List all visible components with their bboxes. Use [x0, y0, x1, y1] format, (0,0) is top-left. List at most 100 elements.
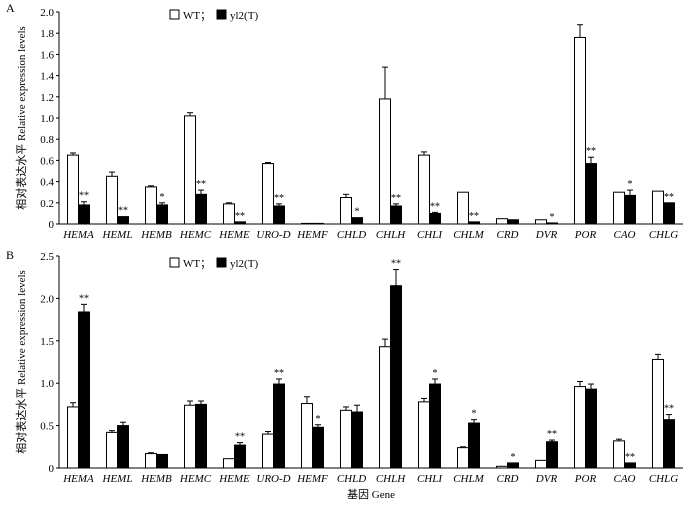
category-label: HEMF: [296, 229, 328, 241]
category-label: CHLH: [376, 229, 406, 241]
mutant-bar: [429, 383, 441, 469]
category-label: CHLI: [417, 229, 443, 241]
significance-mark: *: [472, 409, 477, 420]
legend-mutant-label: yl2(T): [230, 10, 258, 22]
wt-bar: [652, 358, 664, 469]
wt-bar: [184, 404, 196, 469]
wt-bar: [340, 409, 352, 469]
significance-mark: **: [547, 429, 557, 440]
wt-bar: [301, 403, 313, 469]
significance-mark: **: [430, 201, 440, 212]
significance-mark: *: [628, 179, 633, 190]
y-tick-label: 0.8: [40, 134, 54, 146]
significance-mark: *: [316, 414, 321, 425]
category-label: CRD: [497, 473, 519, 485]
mutant-bar: [429, 212, 441, 225]
y-tick-label: 1.0: [40, 113, 54, 125]
wt-bar: [496, 465, 508, 469]
significance-mark: **: [235, 432, 245, 443]
mutant-bar: [585, 388, 597, 469]
category-label: DVR: [535, 229, 558, 241]
mutant-bar: [156, 453, 168, 469]
category-label: CHLH: [376, 473, 406, 485]
category-label: HEMB: [140, 473, 172, 485]
legend-mutant-label: yl2(T): [230, 258, 258, 270]
mutant-bar: [390, 205, 402, 225]
category-label: URO-D: [256, 473, 290, 485]
significance-mark: **: [625, 452, 635, 463]
y-axis-title: 相对表达水平 Relative expression levels: [14, 26, 28, 210]
category-label: CAO: [614, 229, 636, 241]
significance-mark: **: [235, 211, 245, 222]
legend-mutant-swatch: [216, 9, 227, 20]
y-tick-label: 0.2: [40, 198, 54, 210]
category-label: CHLM: [453, 473, 484, 485]
wt-bar: [457, 447, 469, 469]
legend-mutant-swatch: [216, 257, 227, 268]
panel-letter: B: [6, 248, 14, 262]
wt-bar: [613, 191, 625, 225]
significance-mark: *: [511, 452, 516, 463]
legend-wt-label: WT；: [183, 258, 211, 270]
category-label: HEML: [102, 473, 133, 485]
category-label: CHLG: [649, 473, 678, 485]
y-tick-label: 0: [49, 463, 55, 475]
mutant-bar: [312, 426, 324, 469]
mutant-bar: [273, 383, 285, 469]
wt-bar: [184, 115, 196, 225]
category-label: HEMA: [62, 473, 94, 485]
wt-bar: [535, 459, 547, 469]
mutant-bar: [273, 205, 285, 225]
wt-bar: [418, 401, 430, 469]
significance-mark: *: [355, 207, 360, 218]
wt-bar: [379, 346, 391, 469]
mutant-bar: [78, 204, 90, 225]
wt-bar: [145, 453, 157, 469]
mutant-bar: [234, 221, 246, 225]
mutant-bar: [507, 219, 519, 225]
wt-bar: [67, 154, 79, 225]
mutant-bar: [468, 221, 480, 225]
wt-bar: [301, 222, 313, 225]
category-label: HEME: [218, 473, 250, 485]
wt-bar: [496, 218, 508, 225]
significance-mark: **: [79, 293, 89, 304]
wt-bar: [574, 36, 586, 225]
category-label: CAO: [614, 473, 636, 485]
significance-mark: **: [274, 193, 284, 204]
category-label: HEMC: [179, 473, 212, 485]
category-label: HEMF: [296, 473, 328, 485]
legend-wt-label: WT；: [183, 10, 211, 22]
significance-mark: *: [550, 212, 555, 223]
mutant-bar: [117, 425, 129, 469]
legend: WT； yl2(T): [169, 257, 258, 270]
significance-mark: *: [160, 192, 165, 203]
wt-bar: [223, 458, 235, 469]
category-label: CHLD: [337, 229, 366, 241]
category-label: CRD: [497, 229, 519, 241]
mutant-bar: [195, 193, 207, 225]
wt-bar: [652, 190, 664, 225]
wt-bar: [340, 197, 352, 225]
y-tick-label: 0.6: [40, 155, 54, 167]
significance-mark: *: [433, 368, 438, 379]
wt-bar: [67, 406, 79, 469]
wt-bar: [145, 186, 157, 225]
significance-mark: **: [274, 368, 284, 379]
y-tick-label: 1.5: [40, 336, 54, 348]
legend: WT； yl2(T): [169, 9, 258, 22]
wt-bar: [379, 98, 391, 225]
y-tick-label: 2.5: [40, 251, 54, 263]
mutant-bar: [663, 419, 675, 469]
y-tick-label: 1.2: [40, 92, 54, 104]
y-tick-label: 2.0: [40, 293, 54, 305]
y-tick-label: 1.6: [40, 49, 54, 61]
legend-wt-swatch: [169, 9, 180, 20]
category-label: HEMB: [140, 229, 172, 241]
y-axis-title: 相对表达水平 Relative expression levels: [14, 270, 28, 454]
panel-letter: A: [6, 1, 15, 15]
category-label: HEML: [102, 229, 133, 241]
wt-bar: [223, 203, 235, 225]
wt-bar: [574, 386, 586, 469]
